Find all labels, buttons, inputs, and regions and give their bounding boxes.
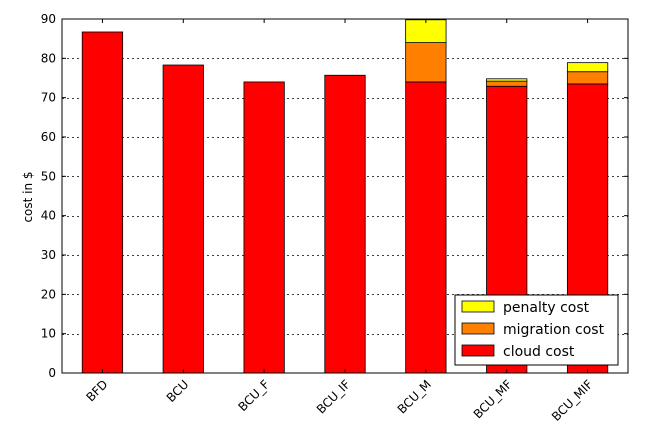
y-tick-label-10: 10: [41, 327, 56, 341]
x-tick-label-BFD: BFD: [83, 377, 110, 404]
y-tick-label-70: 70: [41, 91, 56, 105]
y-tick-label-40: 40: [41, 209, 56, 223]
x-tick-label-BCU_IF: BCU_IF: [314, 377, 353, 416]
y-tick-label-80: 80: [41, 51, 56, 65]
bar-BCU_F-cloud-cost: [243, 81, 285, 374]
y-tick-label-60: 60: [41, 130, 56, 144]
y-tick-label-90: 90: [41, 12, 56, 26]
x-tick-label-BCU_F: BCU_F: [235, 377, 272, 414]
legend-label-migration-cost: migration cost: [503, 322, 605, 338]
x-tick-label-BCU_MIF: BCU_MIF: [549, 377, 596, 424]
bar-BFD-cloud-cost: [81, 31, 124, 374]
legend-swatch-penalty-cost: [461, 300, 495, 313]
bar-BCU_MF-penalty-cost: [486, 78, 528, 82]
bars: [81, 19, 609, 374]
bar-BCU_IF-cloud-cost: [324, 74, 366, 374]
legend-swatch-migration-cost: [461, 322, 495, 335]
y-tick-label-50: 50: [41, 169, 56, 183]
bar-BCU-cloud-cost: [162, 64, 204, 374]
y-axis-label: cost in $: [21, 171, 35, 222]
x-tick-label-BCU: BCU: [164, 377, 192, 405]
bar-BCU_MIF-migration-cost: [566, 71, 609, 85]
bar-BCU_M-migration-cost: [405, 42, 447, 83]
legend-label-penalty-cost: penalty cost: [503, 300, 590, 316]
y-tick-label-30: 30: [41, 248, 56, 262]
y-tick-label-20: 20: [41, 287, 56, 301]
bar-BCU_MIF-penalty-cost: [566, 62, 609, 73]
bar-BCU_M-penalty-cost: [405, 19, 447, 44]
bar-BCU_MF-migration-cost: [486, 80, 528, 87]
x-tick-label-BCU_MF: BCU_MF: [471, 377, 515, 421]
legend-label-cloud-cost: cloud cost: [503, 344, 575, 360]
legend: penalty cost migration cost cloud cost: [454, 294, 619, 366]
x-tick-label-BCU_M: BCU_M: [395, 377, 434, 416]
bar-BCU_M-cloud-cost: [405, 81, 447, 374]
y-tick-label-0: 0: [48, 366, 56, 380]
legend-swatch-cloud-cost: [461, 344, 495, 357]
